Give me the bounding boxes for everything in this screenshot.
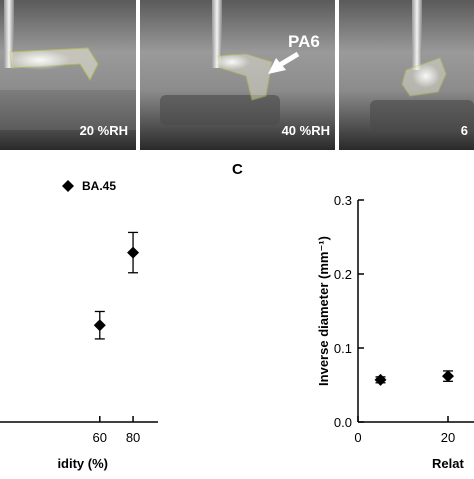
left-x-tick-label-80: 80	[126, 430, 140, 445]
right-point-1	[442, 370, 454, 383]
needle-1	[4, 0, 14, 68]
legend-marker-diamond	[62, 180, 74, 192]
photo-strip: 20 %RH PA6 40 %RH 6	[0, 0, 474, 150]
photo-panel-3: 6	[339, 0, 474, 150]
left-point-1	[127, 246, 140, 259]
legend-label: BA.45	[82, 179, 116, 193]
photo-panel-2: PA6 40 %RH	[140, 0, 335, 150]
right-x-tick-label-20: 20	[441, 430, 455, 445]
pa6-label: PA6	[288, 32, 320, 51]
left-x-tick-label-60: 60	[93, 430, 107, 445]
needle-3	[412, 0, 422, 70]
right-x-tick-label-0: 0	[354, 430, 361, 445]
right-x-label: Relat	[432, 456, 464, 471]
legend: BA.45	[62, 179, 116, 193]
right-point-0	[374, 373, 387, 386]
needle-2	[212, 0, 222, 68]
right-y-tick-label-0.2: 0.2	[334, 267, 352, 282]
right-y-tick-label-0.3: 0.3	[334, 193, 352, 208]
arrow-shaft	[276, 51, 300, 69]
charts-svg: idity (%) BA.45 60 80 C Inverse diameter …	[0, 161, 474, 471]
chart-left: idity (%) BA.45 60 80	[0, 179, 158, 471]
chart-right: Inverse diameter (mm⁻¹) Relat 0.0 0.1 0.2 0…	[316, 193, 474, 471]
panel-2-caption: 40 %RH	[282, 123, 330, 138]
left-point-0	[93, 319, 106, 332]
photo-panel-1: 20 %RH	[0, 0, 136, 150]
panel-1-caption: 20 %RH	[80, 123, 128, 138]
arrow-icon	[268, 58, 286, 74]
right-y-tick-label-0.1: 0.1	[334, 341, 352, 356]
charts-area: idity (%) BA.45 60 80 C Inverse diameter …	[0, 150, 474, 474]
left-x-label: idity (%)	[57, 456, 108, 471]
right-y-label: Inverse diameter (mm⁻¹)	[316, 236, 331, 386]
right-y-tick-label-0: 0.0	[334, 415, 352, 430]
panel-letter-c: C	[232, 161, 243, 178]
panel-3-caption: 6	[461, 123, 468, 138]
